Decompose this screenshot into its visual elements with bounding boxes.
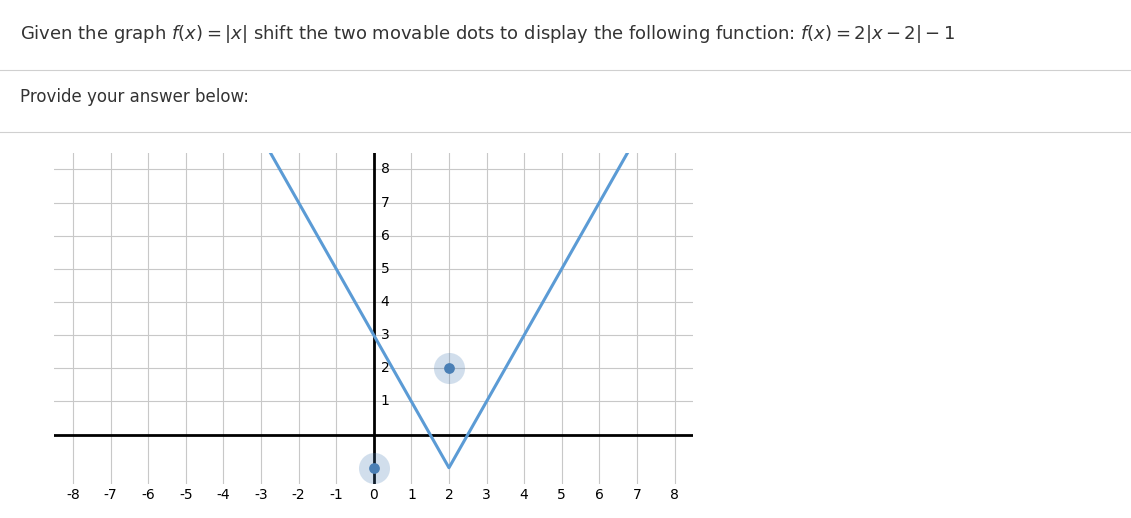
Point: [364, 464, 382, 472]
Text: 4: 4: [380, 295, 389, 309]
Text: 8: 8: [380, 162, 389, 177]
Text: 1: 1: [380, 394, 389, 409]
Point: [364, 464, 382, 472]
Text: Provide your answer below:: Provide your answer below:: [20, 88, 249, 106]
Text: Given the graph $f(x) = |x|$ shift the two movable dots to display the following: Given the graph $f(x) = |x|$ shift the t…: [20, 23, 956, 45]
Text: 2: 2: [380, 361, 389, 376]
Text: 6: 6: [380, 228, 389, 243]
Point: [440, 364, 458, 372]
Point: [440, 364, 458, 372]
Text: 7: 7: [380, 195, 389, 210]
Text: 3: 3: [380, 328, 389, 342]
Text: 5: 5: [380, 262, 389, 276]
